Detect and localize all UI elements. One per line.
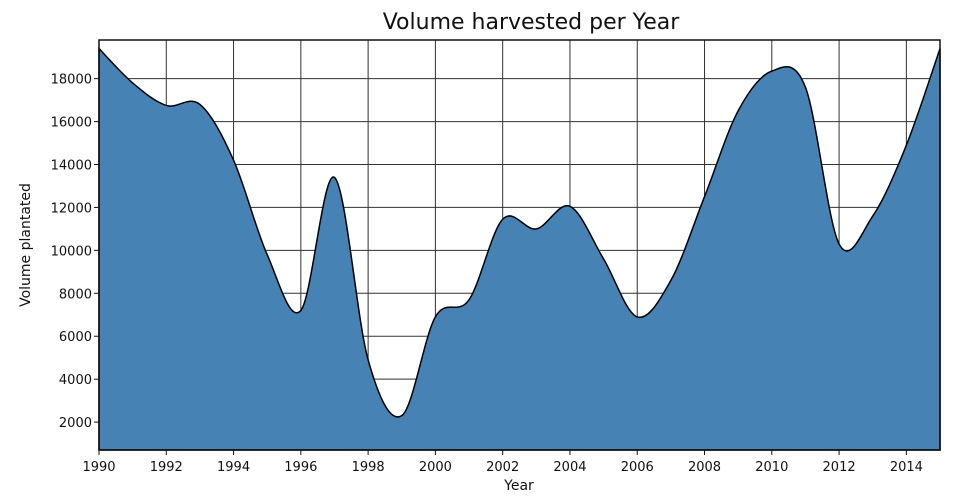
x-axis-label: Year [503,478,534,494]
y-tick-label: 16000 [51,116,92,131]
y-tick-label: 12000 [51,201,92,216]
y-tick-label: 10000 [51,244,92,259]
x-tick-label: 2000 [419,460,452,475]
x-tick-label: 1990 [82,460,115,475]
x-tick-label: 1996 [284,460,317,475]
x-tick-label: 2010 [755,460,788,475]
x-tick-label: 1992 [150,460,183,475]
x-tick-label: 2006 [621,460,654,475]
x-tick-label: 2014 [890,460,923,475]
x-tick-label: 2008 [688,460,721,475]
y-tick-label: 18000 [51,73,92,88]
y-tick-label: 14000 [51,159,92,174]
y-tick-label: 2000 [59,416,92,431]
chart-title: Volume harvested per Year [383,10,680,35]
x-tick-label: 2012 [823,460,856,475]
x-tick-label: 2002 [486,460,519,475]
y-tick-label: 4000 [59,373,92,388]
y-tick-label: 6000 [59,330,92,345]
y-axis: 2000 4000 6000 8000 10000 12000 14000 16000 1800… [51,73,99,431]
x-tick-label: 1998 [352,460,385,475]
x-tick-label: 1994 [217,460,250,475]
plot-frame [98,39,941,451]
x-axis: 1990 1992 1994 1996 1998 2000 2002 2004 2006 2008… [82,450,923,475]
area-series [98,46,941,451]
x-tick-label: 2004 [553,460,586,475]
y-axis-label: Volume plantated [18,183,34,307]
y-tick-label: 8000 [59,287,92,302]
